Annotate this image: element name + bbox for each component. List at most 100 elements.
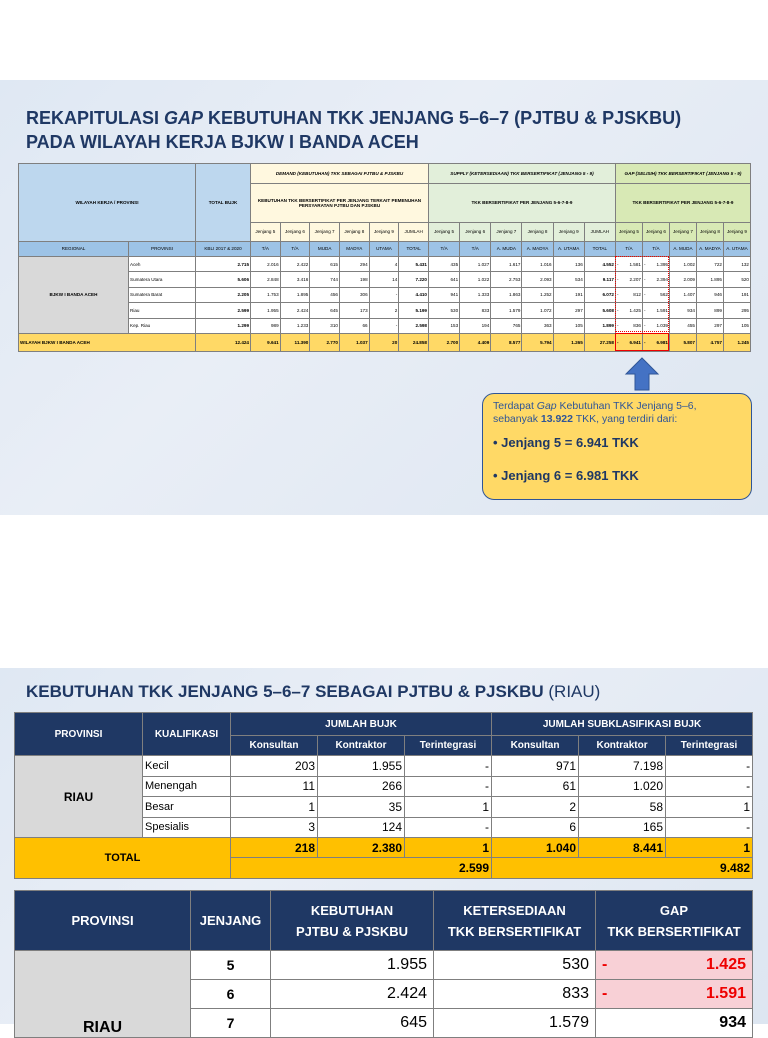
value: 295 xyxy=(722,302,751,319)
total-row: TOTAL 218 2.380 1 1.040 8.441 1 xyxy=(14,837,754,879)
title-part: KEBUTUHAN TKK JENJANG 5–6–7 (PJTBU & PJS… xyxy=(203,108,682,128)
value: 5.606 xyxy=(195,271,251,288)
sign: - xyxy=(616,261,619,267)
value: 203 xyxy=(230,755,318,777)
province: Sumatera Barat xyxy=(128,286,196,304)
value: 153 xyxy=(427,317,461,334)
value: 191 xyxy=(552,286,585,304)
header: GAP TKK BERSERTIFIKAT xyxy=(595,890,753,951)
value: 7.198 xyxy=(578,755,667,777)
value: 2.016 xyxy=(250,255,281,273)
total-value: 24.858 xyxy=(398,332,429,352)
header-row: KEBUTUHAN TKK BERSERTIFIKAT PER JENJANG … xyxy=(19,183,751,223)
header: TOTAL BUJK xyxy=(195,163,251,242)
value: - xyxy=(665,775,754,797)
value: 562 xyxy=(660,292,668,298)
total-value: 9.641 xyxy=(250,332,281,352)
total-row: WILAYAH BJKW I BANDA ACEH 12.424 9.641 11.3… xyxy=(18,332,751,352)
value: 2.205 xyxy=(195,286,251,304)
value: 1.395 xyxy=(656,261,668,267)
total-value: 5.807 xyxy=(668,332,697,352)
value: 641 xyxy=(427,271,461,288)
group-title: SUPPLY (KETERSEDIAAN) TKK BERSERTIFIKAT … xyxy=(427,163,616,184)
total-label: WILAYAH BJKW I BANDA ACEH xyxy=(18,332,196,352)
group-title: JUMLAH SUBKLASIFIKASI BUJK xyxy=(491,712,754,736)
total-value: 2.380 xyxy=(317,837,405,858)
table: PROVINSI JENJANG KEBUTUHAN PJTBU & PJSKBU KE… xyxy=(14,890,753,1038)
column-header: Konsultan xyxy=(491,735,580,756)
value: 105 xyxy=(722,317,751,334)
value: - 1.591 xyxy=(595,979,753,1009)
value: 455 xyxy=(668,317,697,334)
value: 435 xyxy=(427,255,461,273)
total-value: 8.441 xyxy=(578,837,667,858)
value: - xyxy=(368,286,400,304)
header-line: KEBUTUHAN xyxy=(310,902,394,918)
header-row: Konsultan Kontraktor Terintegrasi Konsultan… xyxy=(15,735,754,756)
column-header: Jenjang 9 xyxy=(368,222,400,242)
value: 61 xyxy=(491,775,580,797)
sign: - xyxy=(616,277,619,283)
value: 1 xyxy=(230,796,318,818)
value: - xyxy=(665,816,754,838)
title-suffix: (RIAU) xyxy=(543,682,601,701)
column-header: Jenjang 7 xyxy=(490,222,523,242)
label: PROVINSI xyxy=(128,241,196,257)
value: 833 xyxy=(459,302,492,319)
label: T/A xyxy=(614,241,643,257)
total-value: 1 xyxy=(665,837,754,858)
qualification: Besar xyxy=(142,796,231,818)
value: 2.422 xyxy=(279,255,311,273)
value: 645 xyxy=(270,1008,434,1038)
data-row: Spesialis 3 124-6 165- xyxy=(14,816,754,838)
sign: - xyxy=(602,985,608,1002)
qualification: Spesialis xyxy=(142,816,231,838)
tbody: WILAYAH KERJA / PROVINSI TOTAL BUJK DEMAND… xyxy=(18,163,751,352)
value: 971 xyxy=(491,755,580,777)
value: - xyxy=(665,755,754,777)
title-part: REKAPITULASI xyxy=(26,108,165,128)
value: 124 xyxy=(317,816,405,838)
value: 1 xyxy=(665,796,754,818)
value: 11 xyxy=(230,775,318,797)
label: A. MUDA xyxy=(668,241,697,257)
column-header: Jenjang 6 xyxy=(279,222,311,242)
signed-value: - 812 xyxy=(617,292,641,297)
signed-value: - 1.425 xyxy=(617,308,641,313)
value: - xyxy=(403,755,493,777)
signed-value: - 2.207 xyxy=(617,277,641,282)
column-header: Jenjang 6 xyxy=(459,222,492,242)
value: - xyxy=(403,816,493,838)
value: 4 xyxy=(368,255,400,273)
column-header: Terintegrasi xyxy=(403,735,493,756)
title-part: KEBUTUHAN TKK JENJANG 5–6–7 SEBAGAI PJTB… xyxy=(26,682,544,701)
value: 836 xyxy=(633,323,641,329)
province: Kep. Riau xyxy=(128,317,196,334)
value: - 562 xyxy=(641,286,670,304)
value: 58 xyxy=(578,796,667,818)
value: 833 xyxy=(433,979,596,1009)
arrow-up xyxy=(624,357,660,391)
header-line: JENJANG xyxy=(199,913,262,928)
label: A. MUDA xyxy=(490,241,523,257)
level: 5 xyxy=(190,950,271,980)
value: 946 xyxy=(695,286,724,304)
value: 105 xyxy=(552,317,585,334)
value: 1.002 xyxy=(668,255,697,273)
value: 520 xyxy=(722,271,751,288)
title-line-2: PADA WILAYAH KERJA BJKW I BANDA ACEH xyxy=(26,132,419,152)
value: 191 xyxy=(722,286,751,304)
column-header: Jenjang 8 xyxy=(338,222,370,242)
province: Riau xyxy=(128,302,196,319)
sign: - xyxy=(643,277,646,283)
value: 5.199 xyxy=(398,302,429,319)
value: 2.598 xyxy=(398,317,429,334)
value: 530 xyxy=(427,302,461,319)
value: 812 xyxy=(633,292,641,298)
value: 2.207 xyxy=(629,277,641,283)
label: TOTAL xyxy=(583,241,616,257)
province: RIAU xyxy=(14,755,143,838)
group-subtitle: TKK BERSERTIFIKAT PER JENJANG 5-6-7-8-9 xyxy=(427,183,616,223)
data-row: RIAU 5 1.955 530- 1.425 xyxy=(14,950,753,1038)
value: 7.220 xyxy=(398,271,429,288)
